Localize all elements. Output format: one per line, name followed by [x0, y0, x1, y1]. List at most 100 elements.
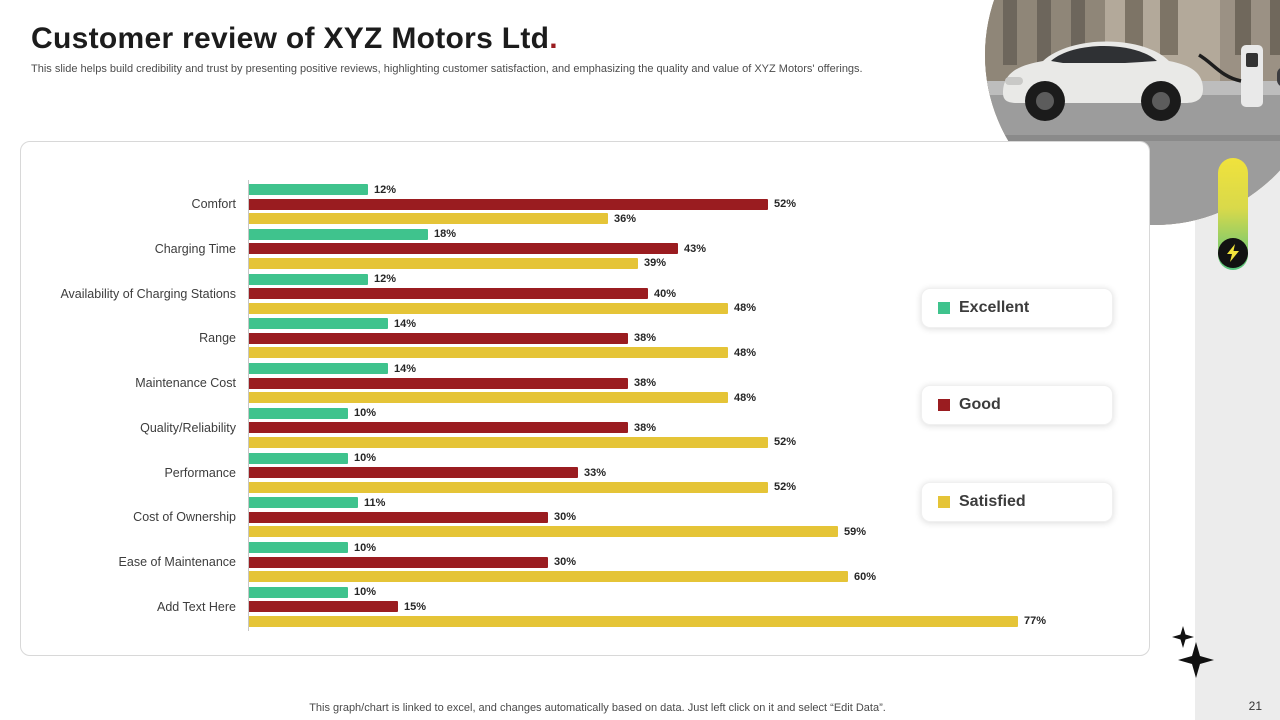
- bar-satisfied: [248, 257, 638, 269]
- bar-good: [248, 377, 628, 389]
- legend-swatch-icon: [938, 302, 950, 314]
- bar-group: 11% 30% 59%: [248, 496, 1048, 538]
- bar-value-label: 18%: [434, 228, 457, 241]
- bar-excellent: [248, 542, 348, 554]
- bar-good: [248, 467, 578, 479]
- bar-value-label: 10%: [354, 541, 377, 554]
- bar-line: 15%: [248, 601, 1048, 613]
- footer-note: This graph/chart is linked to excel, and…: [309, 702, 886, 714]
- bar-line: 10%: [248, 452, 1048, 465]
- bar-line: 38%: [248, 332, 1048, 345]
- chart-row: Ease of Maintenance 10% 30% 60%: [21, 541, 1051, 583]
- bar-excellent: [248, 184, 368, 195]
- page-title: Customer review of XYZ Motors Ltd.: [31, 22, 961, 57]
- bar-satisfied: [248, 436, 768, 448]
- bar-value-label: 52%: [774, 436, 797, 449]
- legend-item-excellent: Excellent: [921, 288, 1113, 328]
- bar-value-label: 33%: [584, 466, 607, 479]
- bar-value-label: 48%: [734, 346, 757, 359]
- bar-good: [248, 422, 628, 434]
- subtitle: This slide helps build credibility and t…: [31, 62, 863, 75]
- bar-satisfied: [248, 615, 1018, 627]
- bar-satisfied: [248, 302, 728, 314]
- bar-good: [248, 198, 768, 210]
- bar-satisfied: [248, 571, 848, 583]
- legend-swatch-icon: [938, 399, 950, 411]
- bar-line: 48%: [248, 346, 1048, 359]
- header: Customer review of XYZ Motors Ltd. This …: [31, 22, 961, 75]
- bar-line: 14%: [248, 318, 1048, 330]
- bar-satisfied: [248, 347, 728, 359]
- category-label: Quality/Reliability: [140, 420, 236, 435]
- bar-line: 10%: [248, 541, 1048, 554]
- bar-line: 43%: [248, 243, 1048, 255]
- sparkle-decoration: [1166, 626, 1218, 682]
- bar-value-label: 48%: [734, 391, 757, 404]
- bar-group: 18% 43% 39%: [248, 228, 1048, 270]
- bar-line: 30%: [248, 556, 1048, 569]
- chart-row: Range 14% 38% 48%: [21, 318, 1051, 359]
- chart-frame[interactable]: Comfort 12% 52% 36% Charging Time 18% 43% 39% Av…: [20, 141, 1150, 656]
- bar-value-label: 12%: [374, 183, 397, 196]
- bar-value-label: 11%: [364, 496, 386, 509]
- bar-line: 60%: [248, 571, 1048, 583]
- bar-value-label: 30%: [554, 511, 577, 524]
- chart-legend: Excellent Good Satisfied: [921, 288, 1113, 522]
- bar-line: 52%: [248, 436, 1048, 449]
- bar-line: 33%: [248, 466, 1048, 479]
- bar-value-label: 30%: [554, 556, 577, 569]
- legend-item-satisfied: Satisfied: [921, 482, 1113, 522]
- bar-line: 10%: [248, 407, 1048, 419]
- bar-value-label: 39%: [644, 257, 667, 270]
- bar-value-label: 38%: [634, 377, 657, 390]
- bar-group: 10% 38% 52%: [248, 407, 1048, 449]
- chart-rows: Comfort 12% 52% 36% Charging Time 18% 43% 39% Av…: [21, 180, 1051, 631]
- bar-group: 12% 40% 48%: [248, 273, 1048, 314]
- category-label: Maintenance Cost: [135, 376, 236, 391]
- sparkle-icon: [1172, 626, 1214, 678]
- charging-capsule-decoration: [1218, 158, 1248, 270]
- category-label: Add Text Here: [157, 599, 236, 614]
- bar-line: 77%: [248, 615, 1048, 628]
- bar-value-label: 10%: [354, 586, 377, 599]
- bar-value-label: 38%: [634, 421, 657, 434]
- bar-line: 30%: [248, 511, 1048, 524]
- bar-excellent: [248, 273, 368, 285]
- bar-line: 48%: [248, 391, 1048, 404]
- bar-satisfied: [248, 213, 608, 224]
- chart-row: Availability of Charging Stations 12% 40% 4…: [21, 273, 1051, 314]
- bar-value-label: 12%: [374, 273, 397, 286]
- bar-excellent: [248, 586, 348, 598]
- bar-line: 38%: [248, 421, 1048, 434]
- bar-value-label: 38%: [634, 332, 657, 345]
- bar-good: [248, 332, 628, 344]
- bar-value-label: 77%: [1024, 615, 1047, 628]
- bar-line: 48%: [248, 302, 1048, 314]
- bar-line: 14%: [248, 362, 1048, 375]
- chart-row: Add Text Here 10% 15% 77%: [21, 586, 1051, 628]
- chart-row: Charging Time 18% 43% 39%: [21, 228, 1051, 270]
- bar-group: 14% 38% 48%: [248, 318, 1048, 359]
- bar-excellent: [248, 497, 358, 509]
- category-label: Performance: [164, 465, 236, 480]
- bar-line: 38%: [248, 377, 1048, 390]
- bar-line: 18%: [248, 228, 1048, 241]
- bar-excellent: [248, 318, 388, 330]
- bar-value-label: 14%: [394, 362, 417, 375]
- bar-value-label: 52%: [774, 481, 797, 494]
- bar-good: [248, 556, 548, 568]
- bar-line: 52%: [248, 481, 1048, 494]
- bar-good: [248, 511, 548, 523]
- bar-excellent: [248, 407, 348, 419]
- bar-value-label: 40%: [654, 287, 677, 300]
- bar-value-label: 10%: [354, 452, 377, 465]
- bar-satisfied: [248, 392, 728, 404]
- bar-group: 10% 33% 52%: [248, 452, 1048, 494]
- bar-line: 40%: [248, 287, 1048, 300]
- bar-good: [248, 601, 398, 613]
- title-period: .: [549, 22, 558, 55]
- chart-row: Maintenance Cost 14% 38% 48%: [21, 362, 1051, 404]
- legend-label: Good: [959, 396, 1001, 413]
- bar-value-label: 59%: [844, 525, 867, 538]
